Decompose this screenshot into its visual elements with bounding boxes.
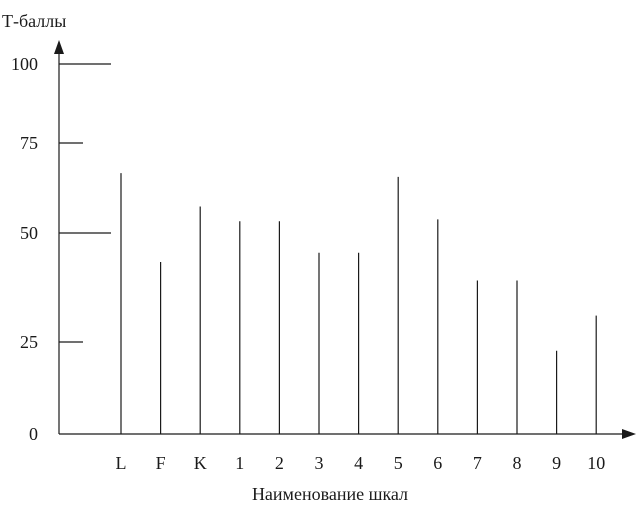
x-tick-label: L	[116, 453, 127, 473]
x-tick-label: 3	[315, 453, 324, 473]
y-tick-label: 75	[20, 133, 38, 153]
y-tick-label: 25	[20, 332, 38, 352]
x-tick-label: 8	[513, 453, 522, 473]
bars	[120, 173, 597, 434]
y-tick-label: 50	[20, 223, 38, 243]
y-tick-label: 0	[29, 424, 38, 444]
x-tick-label: 7	[473, 453, 482, 473]
axes	[54, 40, 636, 439]
x-tick-label: 10	[587, 453, 605, 473]
y-axis-title: Т-баллы	[2, 11, 66, 31]
x-tick-labels: L F K 1 2 3 4 5 6 7 8 9 10	[116, 453, 606, 473]
x-tick-label: 5	[394, 453, 403, 473]
x-tick-label: 4	[354, 453, 363, 473]
y-tick-label: 100	[11, 54, 38, 74]
x-axis-title: Наименование шкал	[252, 484, 408, 504]
x-tick-label: K	[194, 453, 207, 473]
y-axis-arrow-icon	[54, 40, 64, 54]
x-tick-label: 6	[433, 453, 442, 473]
x-axis-arrow-icon	[622, 429, 636, 439]
x-tick-label: F	[156, 453, 166, 473]
y-ticks: 0 25 50 75 100	[11, 54, 111, 444]
x-tick-label: 2	[275, 453, 284, 473]
x-tick-label: 1	[235, 453, 244, 473]
x-tick-label: 9	[552, 453, 561, 473]
